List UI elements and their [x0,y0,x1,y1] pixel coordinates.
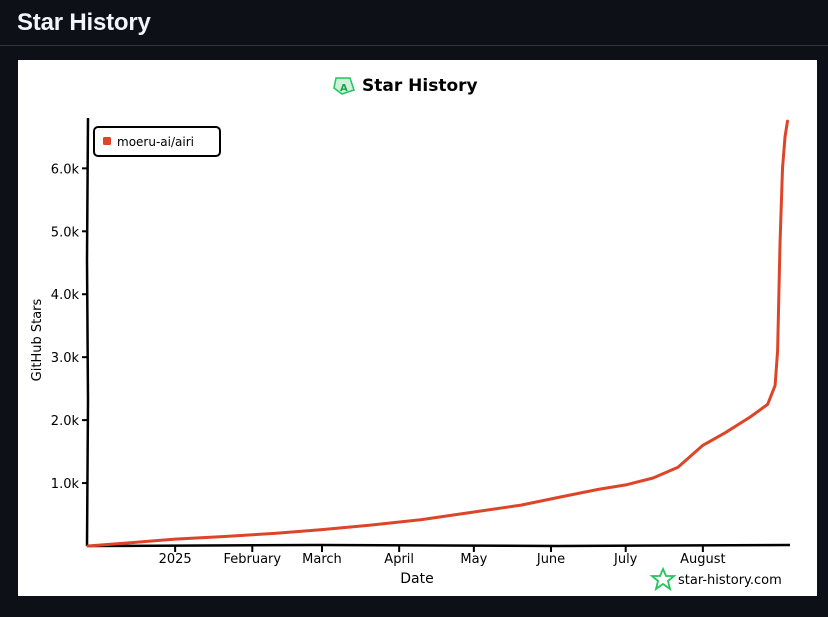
chart-title: Star History [362,76,478,96]
x-tick-label: May [460,552,487,567]
y-tick-label: 5.0k [51,225,80,240]
x-axis-line [86,543,791,548]
series-line-moeru-ai-airi [86,119,789,548]
page-header: Star History [0,0,828,46]
legend-label: moeru-ai/airi [117,135,194,149]
y-axis-line [85,117,90,547]
star-history-chart: A Star History 1.0k2.0k3.0k4.0k5.0k6.0k … [30,76,791,592]
y-ticks: 1.0k 2.0k 3.0k 4.0k 5.0k 6.0k [51,162,88,492]
x-tick-label: February [223,552,281,567]
x-tick-label: June [536,552,565,567]
x-axis-label: Date [400,571,433,587]
y-tick-label: 1.0k [51,477,80,492]
legend-box [93,126,221,157]
chart-card: A Star History 1.0k 2.0k 3.0k 4.0k 5.0k 6.0k … [18,60,817,596]
page-title: Star History [17,9,151,36]
chart-logo-icon: A [333,77,355,95]
x-ticks: 2025 February March April May June July August [159,546,726,567]
y-tick-label: 6.0k [51,162,80,177]
watermark: star-history.com [649,566,782,592]
x-tick-label: August [680,552,726,567]
y-tick-label: 2.0k [51,414,80,429]
x-tick-label: March [302,552,342,567]
y-tick-label: 3.0k [51,351,80,366]
watermark-text: star-history.com [678,573,782,588]
svg-text:A: A [340,83,348,94]
legend-swatch [103,137,111,145]
legend: moeru-ai/airi [93,126,221,157]
star-icon [649,566,677,592]
x-tick-label: July [613,552,638,567]
x-tick-label: 2025 [159,552,192,567]
y-tick-label: 4.0k [51,288,80,303]
y-axis-label: GitHub Stars [30,298,45,381]
x-tick-label: April [384,552,414,567]
